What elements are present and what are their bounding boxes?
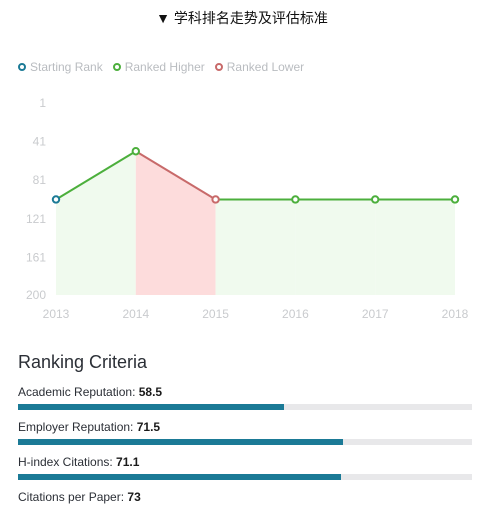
criterion-employer-reputation: Employer Reputation: 71.5 — [18, 420, 472, 445]
legend-label: Ranked Higher — [124, 60, 205, 74]
x-tick-label: 2017 — [362, 307, 389, 321]
data-point — [371, 195, 380, 204]
criterion-academic-reputation: Academic Reputation: 58.5 — [18, 385, 472, 410]
y-tick-label: 1 — [39, 96, 46, 110]
legend-label: Starting Rank — [30, 60, 103, 74]
legend-label: Ranked Lower — [226, 60, 305, 74]
criterion-citations-per-paper: Citations per Paper: 73 — [18, 490, 472, 504]
legend-item-ranked-higher[interactable]: Ranked Higher — [112, 60, 205, 74]
segment-area — [295, 199, 376, 295]
triangle-down-icon: ▼ — [156, 10, 170, 26]
data-point — [51, 195, 61, 204]
segment-area — [215, 199, 296, 295]
y-tick-label: 121 — [26, 212, 46, 226]
segment-area — [56, 151, 136, 295]
data-point — [211, 195, 220, 204]
legend-item-ranked-lower[interactable]: Ranked Lower — [214, 60, 305, 74]
rank-trend-chart: 1 41 81 121 161 200 2013 2014 2015 2016 2017 2018 — [26, 96, 469, 321]
circle-marker-icon — [112, 63, 121, 71]
criterion-label: Citations per Paper: — [18, 490, 128, 504]
criterion-bar-fill — [18, 404, 284, 410]
criterion-label: H-index Citations: — [18, 455, 117, 469]
x-tick-label: 2018 — [442, 307, 469, 321]
circle-marker-icon — [18, 63, 26, 71]
data-point — [291, 195, 300, 204]
data-point — [450, 195, 460, 204]
criterion-value: 71.5 — [136, 420, 161, 434]
y-tick-label: 81 — [33, 173, 47, 187]
criterion-label: Employer Reputation: — [18, 420, 137, 434]
criterion-value: 71.1 — [116, 455, 140, 469]
segment-area — [135, 151, 216, 295]
legend-item-starting-rank[interactable]: Starting Rank — [18, 60, 103, 74]
criterion-bar-track — [18, 404, 472, 410]
criteria-title: Ranking Criteria — [18, 352, 148, 372]
circle-marker-icon — [214, 63, 223, 71]
criterion-bar-track — [18, 474, 472, 480]
criterion-bar-fill — [18, 439, 343, 445]
criterion-bar-track — [18, 439, 472, 445]
series-line-segment — [135, 150, 217, 201]
series-line-segment — [55, 150, 137, 201]
data-point — [131, 147, 141, 156]
page-header: ▼ 学科排名走势及评估标准 — [0, 8, 484, 28]
criterion-h-index-citations: H-index Citations: 71.1 — [18, 455, 472, 480]
y-tick-label: 161 — [26, 250, 46, 264]
y-tick-label: 200 — [26, 288, 46, 302]
y-tick-label: 41 — [33, 135, 47, 149]
ranking-criteria-section: Ranking Criteria Academic Reputation: 58… — [18, 352, 472, 514]
x-tick-label: 2016 — [282, 307, 309, 321]
x-tick-label: 2015 — [202, 307, 229, 321]
criterion-label: Academic Reputation: — [18, 385, 139, 399]
segment-area — [375, 199, 455, 295]
x-tick-label: 2013 — [43, 307, 70, 321]
chart-legend: Starting Rank Ranked Higher Ranked Lower — [18, 60, 304, 74]
criterion-value: 58.5 — [138, 385, 163, 399]
criterion-value: 73 — [127, 490, 141, 504]
page-title: 学科排名走势及评估标准 — [173, 10, 328, 26]
criterion-bar-fill — [18, 474, 341, 480]
x-tick-label: 2014 — [122, 307, 149, 321]
